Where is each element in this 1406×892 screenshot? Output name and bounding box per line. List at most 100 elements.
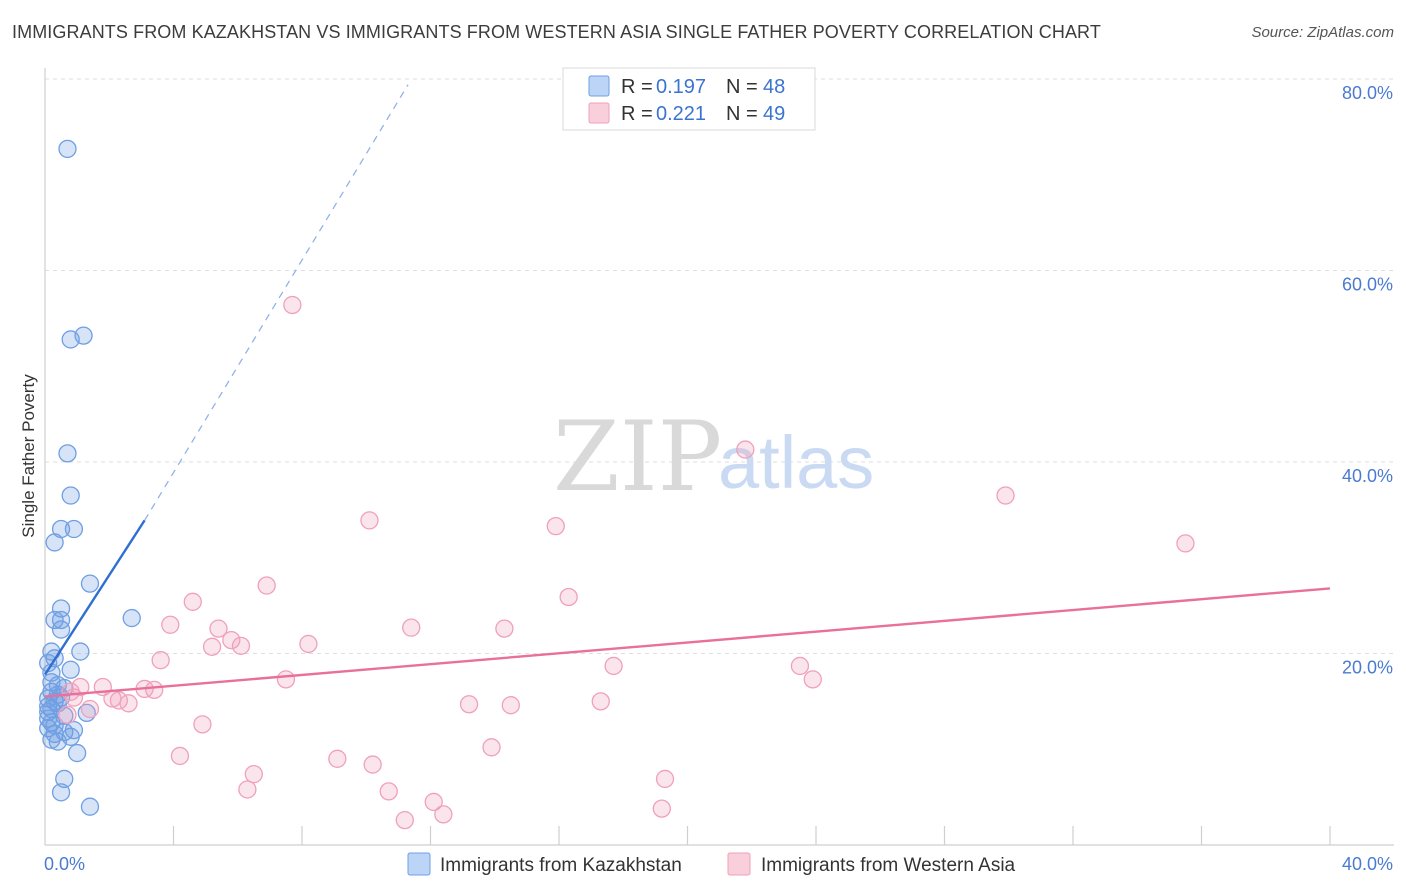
western-asia-point-44 <box>379 782 398 801</box>
x-tick-label-max: 40.0% <box>1342 854 1393 874</box>
trend-line-kazakhstan-extension <box>144 84 409 521</box>
western-asia-point-47 <box>434 805 453 824</box>
legend-n-value-kazakhstan: 48 <box>763 76 785 98</box>
western-asia-point-31 <box>459 695 479 714</box>
western-asia-point-26 <box>61 682 80 701</box>
kazakhstan-point-4 <box>61 486 80 505</box>
legend-n-label-western-asia: N = <box>726 103 758 125</box>
kazakhstan-point-43 <box>55 769 74 789</box>
y-tick-labels: 20.0% 40.0% 60.0% 80.0% <box>1342 83 1393 678</box>
series-kazakhstan-points <box>39 139 141 816</box>
western-asia-point-48 <box>395 810 414 830</box>
western-asia-point-30 <box>119 694 138 713</box>
western-asia-point-34 <box>80 699 100 719</box>
western-asia-point-39 <box>328 749 347 768</box>
series-western-asia-points <box>58 295 1195 830</box>
kazakhstan-point-41 <box>48 732 67 751</box>
legend-n-value-western-asia: 49 <box>763 103 785 125</box>
western-asia-point-11 <box>402 618 421 637</box>
western-asia-point-36 <box>193 715 212 734</box>
x-tick-label-min: 0.0% <box>44 854 85 874</box>
legend-r-value-western-asia: 0.221 <box>656 103 706 125</box>
legend-r-value-kazakhstan: 0.197 <box>656 76 706 98</box>
western-asia-point-3 <box>360 511 379 530</box>
legend-swatch-western-asia <box>588 102 610 124</box>
western-asia-point-4 <box>546 517 565 536</box>
x-tick-marks <box>172 826 1331 845</box>
western-asia-point-9 <box>161 615 180 634</box>
western-asia-point-10 <box>209 619 228 638</box>
stats-legend: R = 0.197 N = 48 R = 0.221 N = 49 <box>562 67 816 131</box>
western-asia-point-7 <box>559 587 578 607</box>
western-asia-point-13 <box>222 630 241 650</box>
trend-lines <box>43 84 1331 698</box>
kazakhstan-point-13 <box>51 620 71 639</box>
western-asia-point-14 <box>299 634 318 654</box>
watermark: ZIP atlas <box>553 401 874 513</box>
kazakhstan-point-2 <box>74 326 93 345</box>
western-asia-point-35 <box>58 705 77 724</box>
bottom-legend-label-kazakhstan: Immigrants from Kazakhstan <box>440 855 682 876</box>
western-asia-point-22 <box>71 677 90 697</box>
western-asia-point-16 <box>231 636 251 655</box>
kazakhstan-point-7 <box>45 533 64 552</box>
grid-lines <box>45 78 1394 654</box>
kazakhstan-point-3 <box>58 444 77 463</box>
bottom-legend-swatch-kazakhstan <box>407 852 431 876</box>
bottom-legend-swatch-western-asia <box>727 852 751 876</box>
western-asia-point-46 <box>652 799 671 818</box>
legend-swatch-kazakhstan <box>588 75 610 97</box>
kazakhstan-point-40 <box>42 730 61 749</box>
kazakhstan-point-44 <box>51 783 71 802</box>
western-asia-point-33 <box>591 692 610 711</box>
kazakhstan-point-9 <box>122 608 141 628</box>
trend-line-kazakhstan <box>43 519 146 676</box>
trend-line-western-asia <box>44 587 1331 698</box>
western-asia-point-20 <box>276 670 296 689</box>
western-asia-point-25 <box>145 680 164 700</box>
kazakhstan-point-42 <box>67 743 87 763</box>
western-asia-point-27 <box>64 688 84 707</box>
kazakhstan-point-5 <box>64 519 84 539</box>
western-asia-point-41 <box>244 764 263 784</box>
western-asia-point-45 <box>424 792 443 812</box>
source-credit: Source: ZipAtlas.com <box>1251 24 1394 41</box>
western-asia-point-6 <box>257 576 276 595</box>
western-asia-point-15 <box>202 637 222 656</box>
western-asia-point-12 <box>495 619 514 638</box>
western-asia-point-17 <box>151 651 170 670</box>
y-tick-label-80: 80.0% <box>1342 83 1393 103</box>
western-asia-point-8 <box>183 592 202 611</box>
bottom-legend-label-western-asia: Immigrants from Western Asia <box>761 855 1016 876</box>
legend-r-label-kazakhstan: R = <box>621 76 653 98</box>
western-asia-point-18 <box>604 656 623 676</box>
kazakhstan-point-14 <box>71 642 90 661</box>
watermark-atlas: atlas <box>718 421 874 504</box>
western-asia-point-1 <box>736 440 755 459</box>
western-asia-point-40 <box>363 755 382 774</box>
series-legend: Immigrants from Kazakhstan Immigrants fr… <box>407 852 1016 876</box>
y-tick-label-60: 60.0% <box>1342 275 1393 295</box>
kazakhstan-point-12 <box>45 610 64 630</box>
kazakhstan-point-18 <box>61 660 80 679</box>
chart-title: IMMIGRANTS FROM KAZAKHSTAN VS IMMIGRANTS… <box>12 22 1101 42</box>
kazakhstan-point-11 <box>51 610 71 630</box>
western-asia-point-2 <box>996 486 1015 505</box>
western-asia-point-5 <box>1176 534 1195 553</box>
legend-n-label-kazakhstan: N = <box>726 76 758 98</box>
western-asia-point-42 <box>655 769 675 789</box>
legend-r-label-western-asia: R = <box>621 103 653 125</box>
kazakhstan-point-45 <box>80 797 100 816</box>
western-asia-point-21 <box>803 670 822 689</box>
western-asia-point-38 <box>170 746 190 766</box>
western-asia-point-32 <box>501 696 520 715</box>
kazakhstan-point-8 <box>80 574 100 593</box>
western-asia-point-19 <box>790 656 810 676</box>
y-axis-label: Single Father Poverty <box>19 374 38 538</box>
western-asia-point-37 <box>482 738 501 757</box>
y-tick-label-40: 40.0% <box>1342 466 1393 486</box>
western-asia-point-43 <box>238 780 257 799</box>
kazakhstan-point-0 <box>58 139 77 159</box>
watermark-zip: ZIP <box>553 401 722 513</box>
